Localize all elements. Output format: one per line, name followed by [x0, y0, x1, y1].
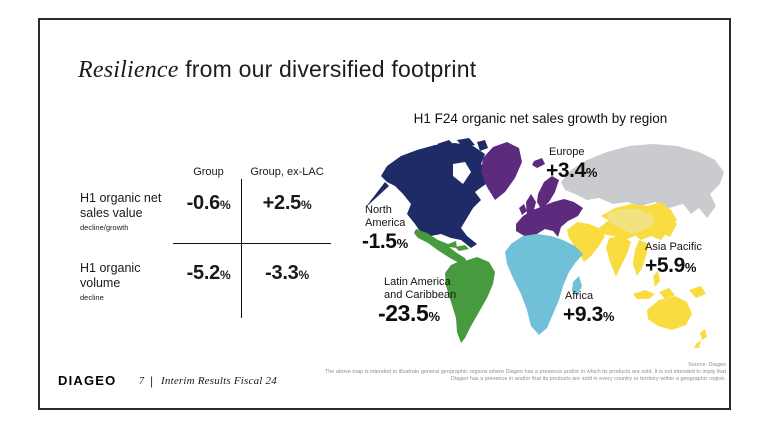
region-name: Africa [565, 290, 594, 302]
region-name: Europe [549, 146, 585, 158]
value-number: -0.6 [186, 192, 221, 214]
table-vertical-divider [241, 179, 242, 318]
region-value: +5.9% [645, 254, 702, 279]
value-number: -5.2 [186, 262, 221, 284]
percent-sign: % [219, 198, 231, 212]
map-label-asia-pacific: Asia Pacific +5.9% [645, 241, 702, 279]
kpi-table: Group Group, ex-LAC H1 organic net sales… [80, 166, 334, 331]
region-value: +3.4% [546, 159, 597, 184]
map-label-europe: Europe +3.4% [546, 146, 597, 184]
value-number: -23.5 [378, 300, 429, 326]
map-title: H1 F24 organic net sales growth by regio… [413, 111, 668, 126]
region-name: America [365, 217, 406, 229]
row-sublabel: decline [80, 293, 104, 302]
value-number: +2.5 [262, 192, 302, 214]
value-number: +3.4 [546, 159, 586, 182]
map-region-europe [481, 142, 583, 237]
map-region-latin-america [414, 229, 495, 343]
map-label-latin-america: Latin America and Caribbean -23.5% [378, 276, 456, 328]
source-note-line: Source: Diageo [688, 362, 726, 368]
map-region-unassigned [561, 144, 724, 218]
percent-sign: % [396, 236, 409, 251]
world-map-svg [365, 138, 724, 348]
world-map: North America -1.5% Europe +3.4% Latin A… [353, 130, 728, 372]
column-header-group: Group [193, 166, 224, 178]
percent-sign: % [684, 260, 697, 275]
percent-sign: % [300, 198, 312, 212]
source-note-line: The above map is intended to illustrate … [324, 368, 726, 375]
row-label-line: sales value [80, 206, 143, 220]
value-number: +5.9 [645, 254, 685, 277]
value-volume-group: -5.2% [176, 262, 241, 285]
value-number: -1.5 [362, 230, 397, 253]
table-horizontal-divider [173, 243, 331, 244]
percent-sign: % [298, 268, 309, 282]
slide: Resilience from our diversified footprin… [38, 18, 731, 410]
value-number: +9.3 [563, 303, 603, 326]
percent-sign: % [602, 309, 615, 324]
source-note: Source: Diageo The above map is intended… [306, 362, 726, 382]
region-name: North [365, 204, 392, 216]
row-label-line: H1 organic [80, 261, 141, 275]
region-name: and Caribbean [384, 289, 457, 301]
map-region-north-america [365, 138, 493, 248]
region-value: -1.5% [362, 230, 408, 255]
value-volume-ex-lac: -3.3% [241, 262, 333, 285]
value-net-sales-group: -0.6% [176, 192, 241, 215]
region-value: -23.5% [378, 302, 456, 328]
percent-sign: % [219, 268, 231, 282]
map-region-africa [505, 234, 583, 335]
page-number: 7 [139, 376, 144, 387]
value-number: -3.3 [265, 262, 299, 284]
region-name: Asia Pacific [645, 241, 702, 253]
map-region-asia-pacific [567, 202, 707, 348]
footer-divider: | [150, 374, 154, 388]
map-label-africa: Africa +9.3% [563, 290, 614, 328]
row-label-line: volume [80, 276, 121, 290]
page-title-italic: Resilience [78, 57, 179, 83]
percent-sign: % [428, 309, 440, 324]
row-label-volume: H1 organic volume decline [80, 261, 175, 302]
row-label-net-sales: H1 organic net sales value decline/growt… [80, 191, 175, 232]
column-header-group-ex-lac: Group, ex-LAC [250, 166, 324, 178]
percent-sign: % [585, 165, 598, 180]
deck-title: Interim Results Fiscal 24 [161, 375, 277, 387]
map-label-north-america: North America -1.5% [362, 204, 408, 255]
region-value: +9.3% [563, 303, 614, 328]
row-sublabel: decline/growth [80, 223, 129, 232]
diageo-logo: DIAGEO [58, 373, 117, 388]
page-title: Resilience from our diversified footprin… [78, 56, 476, 84]
source-note-line: Diageo has a presence in and/or that its… [450, 375, 726, 382]
region-name: Latin America [384, 276, 451, 288]
row-label-line: H1 organic net [80, 191, 162, 205]
value-net-sales-ex-lac: +2.5% [241, 192, 333, 215]
page-title-rest: from our diversified footprint [178, 56, 477, 82]
